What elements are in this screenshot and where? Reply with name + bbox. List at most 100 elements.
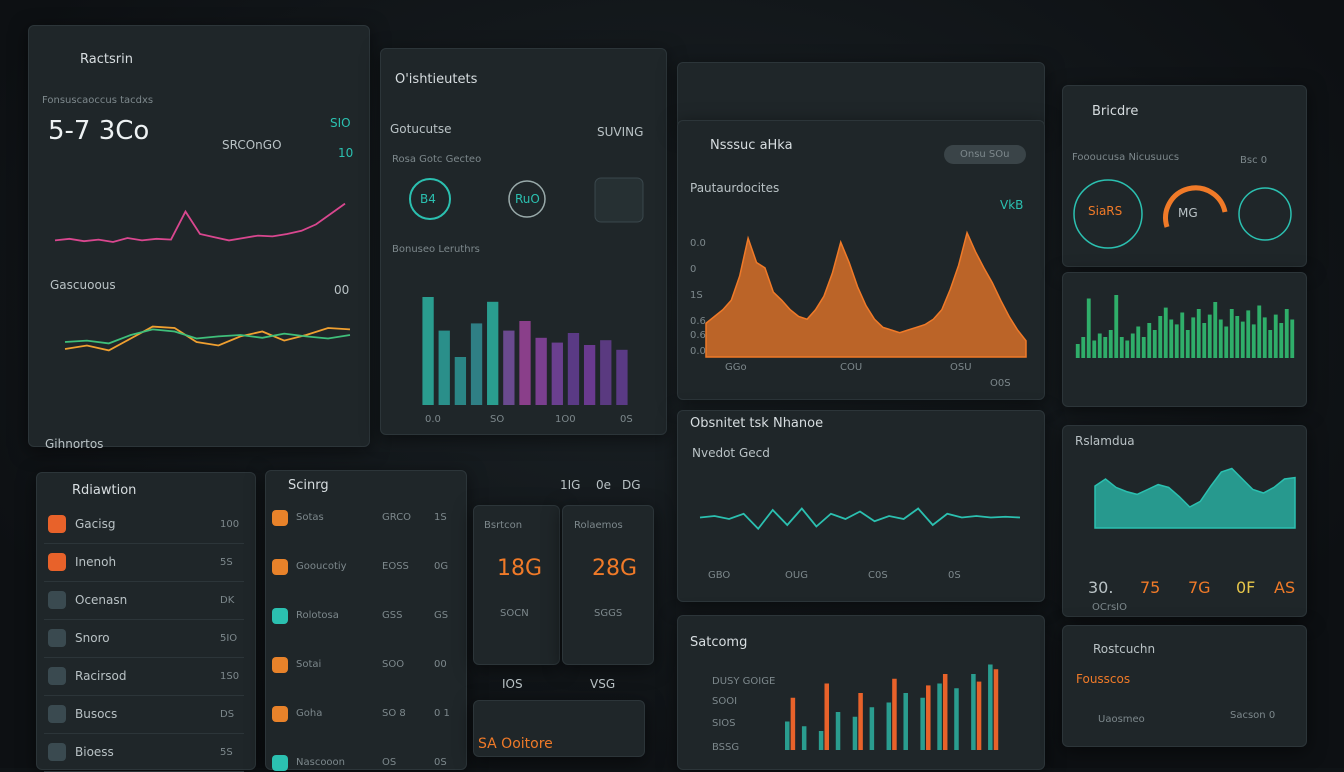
bar bbox=[1273, 314, 1278, 358]
tag: SUVING bbox=[597, 125, 644, 139]
tag: 00 bbox=[334, 283, 350, 297]
gauge-arc bbox=[1163, 185, 1228, 228]
item-value: 100 bbox=[220, 519, 240, 530]
bar bbox=[1163, 307, 1168, 358]
list-row bbox=[44, 581, 244, 582]
line bbox=[699, 507, 1021, 531]
ring bbox=[508, 180, 546, 218]
tag: 10 bbox=[338, 146, 354, 160]
bar bbox=[1240, 321, 1245, 358]
card-note: SGGS bbox=[594, 608, 623, 619]
item-icon bbox=[48, 553, 66, 571]
label: SOOI bbox=[712, 696, 738, 707]
bar bbox=[790, 697, 796, 750]
item-icon bbox=[272, 755, 288, 771]
bar bbox=[1152, 330, 1157, 358]
gauge-label: SiaRS bbox=[1088, 204, 1123, 218]
bar bbox=[1180, 312, 1185, 358]
line bbox=[64, 325, 351, 352]
bar bbox=[858, 693, 863, 750]
y-label: 0.0 bbox=[690, 346, 706, 357]
bar bbox=[785, 721, 790, 750]
row-label: Uaosmeo bbox=[1098, 714, 1145, 725]
panel bbox=[677, 410, 1045, 602]
bar bbox=[818, 731, 824, 750]
bar bbox=[535, 337, 547, 405]
panel bbox=[28, 25, 370, 447]
item-value: SO 8 bbox=[382, 708, 406, 719]
row-label: Fousscos bbox=[1076, 672, 1131, 686]
item-value: 1S0 bbox=[220, 671, 240, 682]
x-label: GGo bbox=[725, 362, 747, 373]
item-label: Busocs bbox=[75, 707, 118, 721]
x-label: C0S bbox=[868, 570, 888, 581]
bar bbox=[422, 297, 434, 405]
bar bbox=[942, 674, 948, 750]
card-title: Rolaemos bbox=[574, 520, 623, 531]
caption: Rosa Gotc Gecteo bbox=[392, 154, 482, 165]
bar bbox=[1229, 309, 1234, 358]
item-value: GRCO bbox=[382, 512, 412, 523]
subtitle: Foooucusa Nicusuucs bbox=[1072, 152, 1180, 163]
subtitle: Fonsuscaoccus tacdxs bbox=[42, 95, 154, 106]
y-label: 0.6 bbox=[690, 330, 706, 341]
panel-title: Rdiawtion bbox=[72, 483, 137, 498]
button[interactable]: Onsu SOu bbox=[944, 145, 1026, 164]
card[interactable] bbox=[473, 505, 560, 665]
card-title: Bsrtcon bbox=[484, 520, 523, 531]
item-icon bbox=[48, 515, 66, 533]
badge: RuO bbox=[515, 192, 540, 206]
card[interactable] bbox=[562, 505, 654, 665]
item-icon bbox=[272, 559, 288, 575]
item-label: Sotai bbox=[296, 659, 322, 670]
label: SIOS bbox=[712, 718, 736, 729]
x-label: 0.0 bbox=[425, 414, 441, 425]
x-label: 0S bbox=[620, 414, 633, 425]
bar bbox=[600, 340, 612, 405]
bar bbox=[1284, 309, 1289, 358]
bar bbox=[1097, 333, 1102, 358]
bar bbox=[1169, 319, 1174, 358]
stat: AS bbox=[1274, 578, 1296, 597]
area-chart bbox=[1094, 467, 1296, 529]
tag: Sacson 0 bbox=[1230, 710, 1276, 721]
x-label: O0S bbox=[990, 378, 1011, 389]
panel-title: Bricdre bbox=[1092, 104, 1139, 119]
panel-title: Scinrg bbox=[288, 478, 329, 493]
bar bbox=[1158, 316, 1163, 358]
bar bbox=[1213, 302, 1218, 358]
bar bbox=[903, 693, 908, 750]
bar bbox=[1147, 323, 1152, 358]
area-chart bbox=[705, 230, 1027, 358]
stat: 7G bbox=[1188, 578, 1211, 597]
tag: 1IG bbox=[560, 478, 581, 492]
list-row bbox=[44, 619, 244, 620]
card-value: 18G bbox=[497, 556, 543, 581]
line-chart bbox=[699, 507, 1021, 531]
ring bbox=[409, 178, 451, 220]
item-icon bbox=[272, 706, 288, 722]
bar bbox=[1086, 298, 1091, 358]
bar bbox=[1130, 333, 1135, 358]
item-value: DK bbox=[220, 595, 235, 606]
bar bbox=[487, 301, 499, 405]
item-icon bbox=[272, 608, 288, 624]
x-label: OSU bbox=[950, 362, 972, 373]
item-value: 5S bbox=[220, 557, 233, 568]
panel bbox=[473, 700, 645, 757]
item-icon bbox=[48, 629, 66, 647]
bar-chart bbox=[785, 664, 999, 750]
bar bbox=[926, 685, 931, 750]
item-value: 1S bbox=[434, 512, 447, 523]
bar bbox=[937, 683, 942, 750]
tag: Bsc 0 bbox=[1240, 155, 1268, 166]
item-value: 5IO bbox=[220, 633, 238, 644]
bar bbox=[920, 697, 925, 750]
bar bbox=[567, 333, 580, 405]
item-icon bbox=[48, 591, 66, 609]
bar bbox=[835, 712, 841, 750]
bar bbox=[1185, 330, 1190, 358]
panel bbox=[36, 472, 256, 770]
bar bbox=[886, 702, 892, 750]
